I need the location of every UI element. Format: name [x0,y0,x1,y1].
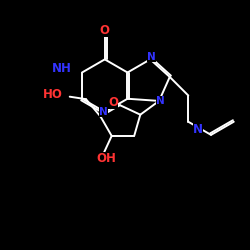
Text: O: O [100,24,110,37]
Text: O: O [108,96,118,109]
Text: N: N [99,108,108,118]
Text: HO: HO [43,88,63,101]
Text: NH: NH [52,62,72,74]
Text: OH: OH [96,152,116,165]
Text: N: N [193,123,203,136]
Text: N: N [147,52,156,62]
Text: N: N [156,96,165,106]
